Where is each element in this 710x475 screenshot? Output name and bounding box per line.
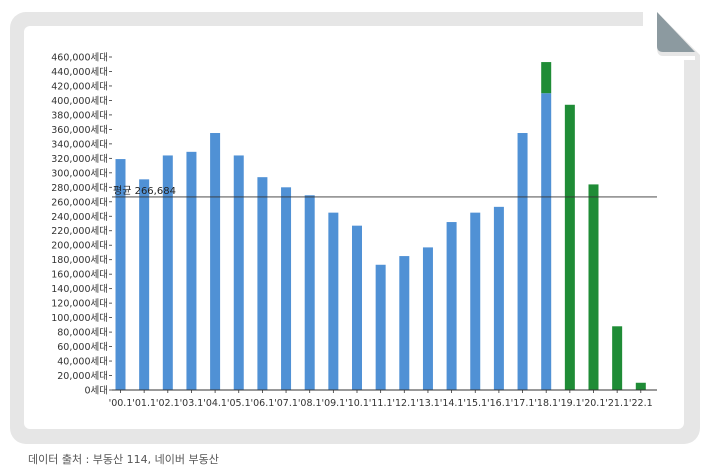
- x-tick-label: '18.1: [534, 398, 558, 409]
- bar-forecast: [541, 62, 552, 94]
- x-axis: '00.1'01.1'02.1'03.1'04.1'05.1'06.1'07.1…: [109, 390, 653, 409]
- bar-actual: [162, 155, 173, 390]
- x-tick-label: '10.1: [345, 398, 369, 409]
- y-tick-label: 300,000세대: [51, 168, 108, 179]
- x-tick-label: '05.1: [227, 398, 251, 409]
- bar-actual: [328, 212, 339, 390]
- x-tick-label: '21.1: [605, 398, 629, 409]
- bar-actual: [375, 264, 386, 390]
- page-curl-icon: [643, 12, 700, 60]
- x-tick-label: '04.1: [203, 398, 227, 409]
- x-tick-label: '08.1: [298, 398, 322, 409]
- bar-actual: [422, 247, 433, 390]
- bar-actual: [210, 133, 221, 390]
- bar-actual: [257, 177, 268, 390]
- y-axis: 0세대 20,000세대 40,000세대 60,000세대 80,000세대 100,0…: [51, 53, 112, 397]
- y-tick-label: 220,000세대: [51, 226, 108, 237]
- x-tick-label: '14.1: [440, 398, 464, 409]
- bar-actual: [446, 222, 457, 390]
- x-tick-label: '06.1: [251, 398, 275, 409]
- bar-actual: [352, 225, 362, 390]
- x-tick-label: '19.1: [558, 398, 582, 409]
- x-tick-label: '15.1: [463, 398, 487, 409]
- average-label: 평균 266,684: [113, 185, 176, 197]
- bar-actual: [470, 212, 481, 390]
- bar-actual: [233, 155, 244, 390]
- y-tick-label: 440,000세대: [51, 67, 108, 78]
- y-tick-label: 380,000세대: [51, 110, 108, 121]
- y-tick-label: 60,000세대: [57, 342, 108, 353]
- y-tick-label: 100,000세대: [51, 313, 108, 324]
- y-tick-label: 160,000세대: [51, 270, 108, 281]
- y-tick-label: 280,000세대: [51, 183, 108, 194]
- x-tick-label: '16.1: [487, 398, 511, 409]
- x-tick-label: '20.1: [582, 398, 606, 409]
- bar-actual: [186, 151, 197, 390]
- y-tick-label: 80,000세대: [57, 328, 108, 339]
- x-tick-label: '07.1: [274, 398, 298, 409]
- y-tick-label: 40,000세대: [57, 357, 108, 368]
- x-tick-label: '03.1: [180, 398, 204, 409]
- y-tick-label: 460,000세대: [51, 53, 108, 64]
- y-tick-label: 120,000세대: [51, 299, 108, 310]
- average-line-group: 평균 266,684: [112, 185, 657, 198]
- y-tick-label: 0세대: [84, 386, 108, 397]
- bar-actual: [304, 195, 315, 390]
- x-tick-label: '13.1: [416, 398, 440, 409]
- y-tick-label: 200,000세대: [51, 241, 108, 252]
- bar-actual: [115, 159, 126, 390]
- y-tick-label: 20,000세대: [57, 371, 108, 382]
- y-tick-label: 340,000세대: [51, 139, 108, 150]
- bar-actual: [139, 179, 150, 390]
- x-tick-label: '11.1: [369, 398, 393, 409]
- bar-actual: [541, 93, 552, 391]
- source-note: 데이터 출처 : 부동산 114, 네이버 부동산: [28, 453, 219, 466]
- bar-actual: [517, 133, 528, 390]
- bars: [115, 62, 646, 391]
- x-tick-label: '02.1: [156, 398, 180, 409]
- bar-forecast: [635, 382, 646, 390]
- x-tick-label: '00.1: [109, 398, 133, 409]
- y-tick-label: 180,000세대: [51, 255, 108, 266]
- x-tick-label: '22.1: [629, 398, 653, 409]
- y-tick-label: 320,000세대: [51, 154, 108, 165]
- y-tick-label: 260,000세대: [51, 197, 108, 208]
- y-tick-label: 360,000세대: [51, 125, 108, 136]
- bar-forecast: [588, 184, 599, 390]
- x-tick-label: '09.1: [321, 398, 345, 409]
- bar-actual: [399, 256, 410, 390]
- y-tick-label: 140,000세대: [51, 284, 108, 295]
- bar-forecast: [564, 104, 575, 390]
- y-tick-label: 240,000세대: [51, 212, 108, 223]
- bar-actual: [493, 206, 504, 390]
- y-tick-label: 420,000세대: [51, 81, 108, 92]
- x-tick-label: '01.1: [132, 398, 156, 409]
- bar-actual: [281, 187, 292, 390]
- x-tick-label: '17.1: [511, 398, 535, 409]
- y-tick-label: 400,000세대: [51, 96, 108, 107]
- x-tick-label: '12.1: [392, 398, 416, 409]
- bar-forecast: [612, 326, 623, 390]
